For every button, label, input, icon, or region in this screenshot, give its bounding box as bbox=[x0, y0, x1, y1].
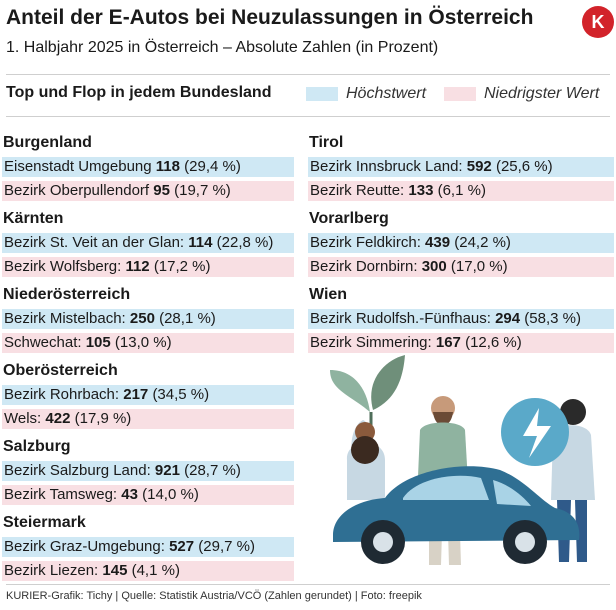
state-burgenland: Burgenland bbox=[3, 134, 92, 151]
chart-subtitle: 1. Halbjahr 2025 in Österreich – Absolut… bbox=[6, 39, 439, 56]
table-row-low: Schwechat: 105 (13,0 %) bbox=[2, 333, 294, 353]
divider-bottom bbox=[6, 584, 610, 585]
district-percent: (28,1 %) bbox=[159, 310, 216, 327]
state-oberoesterreich: Oberösterreich bbox=[3, 362, 118, 379]
district-count: 167 bbox=[435, 334, 461, 351]
district-count: 592 bbox=[466, 158, 492, 175]
legend-high-label: Höchstwert bbox=[346, 85, 427, 102]
table-row-high: Bezirk Innsbruck Land: 592 (25,6 %) bbox=[308, 157, 614, 177]
footer-credits: KURIER-Grafik: Tichy | Quelle: Statistik… bbox=[6, 590, 422, 602]
table-row-low: Bezirk Tamsweg: 43 (14,0 %) bbox=[2, 485, 294, 505]
state-vorarlberg: Vorarlberg bbox=[309, 210, 389, 227]
district-percent: (17,9 %) bbox=[74, 410, 132, 427]
district-name: Bezirk Feldkirch: bbox=[310, 234, 421, 251]
kurier-logo: K bbox=[582, 6, 614, 38]
district-count: 133 bbox=[408, 182, 434, 199]
district-percent: (22,8 %) bbox=[216, 234, 274, 251]
district-name: Bezirk Graz-Umgebung: bbox=[4, 538, 165, 555]
district-count: 114 bbox=[188, 234, 213, 251]
table-row-low: Bezirk Dornbirn: 300 (17,0 %) bbox=[308, 257, 614, 277]
district-percent: (14,0 %) bbox=[142, 486, 199, 503]
legend-low-swatch bbox=[444, 87, 476, 101]
district-percent: (13,0 %) bbox=[114, 334, 172, 351]
table-row-low: Wels: 422 (17,9 %) bbox=[2, 409, 294, 429]
district-name: Eisenstadt Umgebung bbox=[4, 158, 152, 175]
district-percent: (34,5 %) bbox=[152, 386, 210, 403]
district-percent: (25,6 %) bbox=[495, 158, 553, 175]
table-row-low: Bezirk Oberpullendorf 95 (19,7 %) bbox=[2, 181, 294, 201]
table-row-high: Bezirk Salzburg Land: 921 (28,7 %) bbox=[2, 461, 294, 481]
state-kaernten: Kärnten bbox=[3, 210, 64, 227]
state-steiermark: Steiermark bbox=[3, 514, 86, 531]
table-row-high: Bezirk St. Veit an der Glan: 114 (22,8 %… bbox=[2, 233, 294, 253]
district-name: Bezirk Oberpullendorf bbox=[4, 182, 150, 199]
chart-title: Anteil der E-Autos bei Neuzulassungen in… bbox=[6, 6, 534, 29]
table-row-low: Bezirk Reutte: 133 (6,1 %) bbox=[308, 181, 614, 201]
table-row-high: Bezirk Mistelbach: 250 (28,1 %) bbox=[2, 309, 294, 329]
district-count: 105 bbox=[85, 334, 111, 351]
district-percent: (28,7 %) bbox=[184, 462, 241, 479]
district-name: Bezirk Rohrbach: bbox=[4, 386, 120, 403]
district-name: Bezirk St. Veit an der Glan: bbox=[4, 234, 185, 251]
district-name: Bezirk Rudolfsh.-Fünfhaus: bbox=[310, 310, 491, 327]
district-count: 145 bbox=[102, 562, 128, 579]
district-percent: (12,6 %) bbox=[465, 334, 522, 351]
district-count: 439 bbox=[425, 234, 451, 251]
divider-top bbox=[6, 74, 610, 75]
district-count: 527 bbox=[169, 538, 195, 555]
e-car-illustration bbox=[330, 355, 595, 565]
state-wien: Wien bbox=[309, 286, 348, 303]
table-row-high: Eisenstadt Umgebung 118 (29,4 %) bbox=[2, 157, 294, 177]
legend-high-swatch bbox=[306, 87, 338, 101]
legend-high: Höchstwert bbox=[306, 84, 426, 104]
district-count: 95 bbox=[153, 182, 170, 199]
district-percent: (19,7 %) bbox=[174, 182, 231, 199]
district-name: Bezirk Tamsweg: bbox=[4, 486, 118, 503]
legend-low: Niedrigster Wert bbox=[444, 84, 599, 104]
district-name: Bezirk Salzburg Land: bbox=[4, 462, 151, 479]
district-name: Wels: bbox=[4, 410, 42, 427]
table-row-high: Bezirk Feldkirch: 439 (24,2 %) bbox=[308, 233, 614, 253]
district-name: Bezirk Reutte: bbox=[310, 182, 405, 199]
table-row-low: Bezirk Wolfsberg: 112 (17,2 %) bbox=[2, 257, 294, 277]
district-name: Schwechat: bbox=[4, 334, 82, 351]
section-title: Top und Flop in jedem Bundesland bbox=[6, 84, 272, 101]
district-percent: (4,1 %) bbox=[131, 562, 180, 579]
district-percent: (6,1 %) bbox=[437, 182, 486, 199]
table-row-high: Bezirk Rudolfsh.-Fünfhaus: 294 (58,3 %) bbox=[308, 309, 614, 329]
district-percent: (17,2 %) bbox=[153, 258, 211, 275]
table-row-high: Bezirk Graz-Umgebung: 527 (29,7 %) bbox=[2, 537, 294, 557]
district-name: Bezirk Liezen: bbox=[4, 562, 99, 579]
district-count: 422 bbox=[45, 410, 71, 427]
state-niederoesterreich: Niederösterreich bbox=[3, 286, 131, 303]
district-name: Bezirk Wolfsberg: bbox=[4, 258, 122, 275]
district-name: Bezirk Dornbirn: bbox=[310, 258, 418, 275]
district-count: 294 bbox=[495, 310, 521, 327]
district-name: Bezirk Mistelbach: bbox=[4, 310, 126, 327]
table-row-low: Bezirk Simmering: 167 (12,6 %) bbox=[308, 333, 614, 353]
district-percent: (58,3 %) bbox=[524, 310, 581, 327]
district-count: 118 bbox=[155, 158, 180, 175]
district-percent: (17,0 %) bbox=[450, 258, 508, 275]
district-count: 43 bbox=[121, 486, 138, 503]
divider-section bbox=[6, 116, 610, 117]
district-count: 217 bbox=[123, 386, 149, 403]
district-name: Bezirk Innsbruck Land: bbox=[310, 158, 463, 175]
legend-low-label: Niedrigster Wert bbox=[484, 85, 600, 102]
district-count: 250 bbox=[129, 310, 155, 327]
table-row-high: Bezirk Rohrbach: 217 (34,5 %) bbox=[2, 385, 294, 405]
district-name: Bezirk Simmering: bbox=[310, 334, 432, 351]
district-percent: (24,2 %) bbox=[454, 234, 511, 251]
table-row-low: Bezirk Liezen: 145 (4,1 %) bbox=[2, 561, 294, 581]
state-salzburg: Salzburg bbox=[3, 438, 71, 455]
district-percent: (29,7 %) bbox=[198, 538, 255, 555]
district-percent: (29,4 %) bbox=[184, 158, 241, 175]
district-count: 300 bbox=[421, 258, 447, 275]
district-count: 112 bbox=[125, 258, 150, 275]
district-count: 921 bbox=[154, 462, 180, 479]
state-tirol: Tirol bbox=[309, 134, 344, 151]
